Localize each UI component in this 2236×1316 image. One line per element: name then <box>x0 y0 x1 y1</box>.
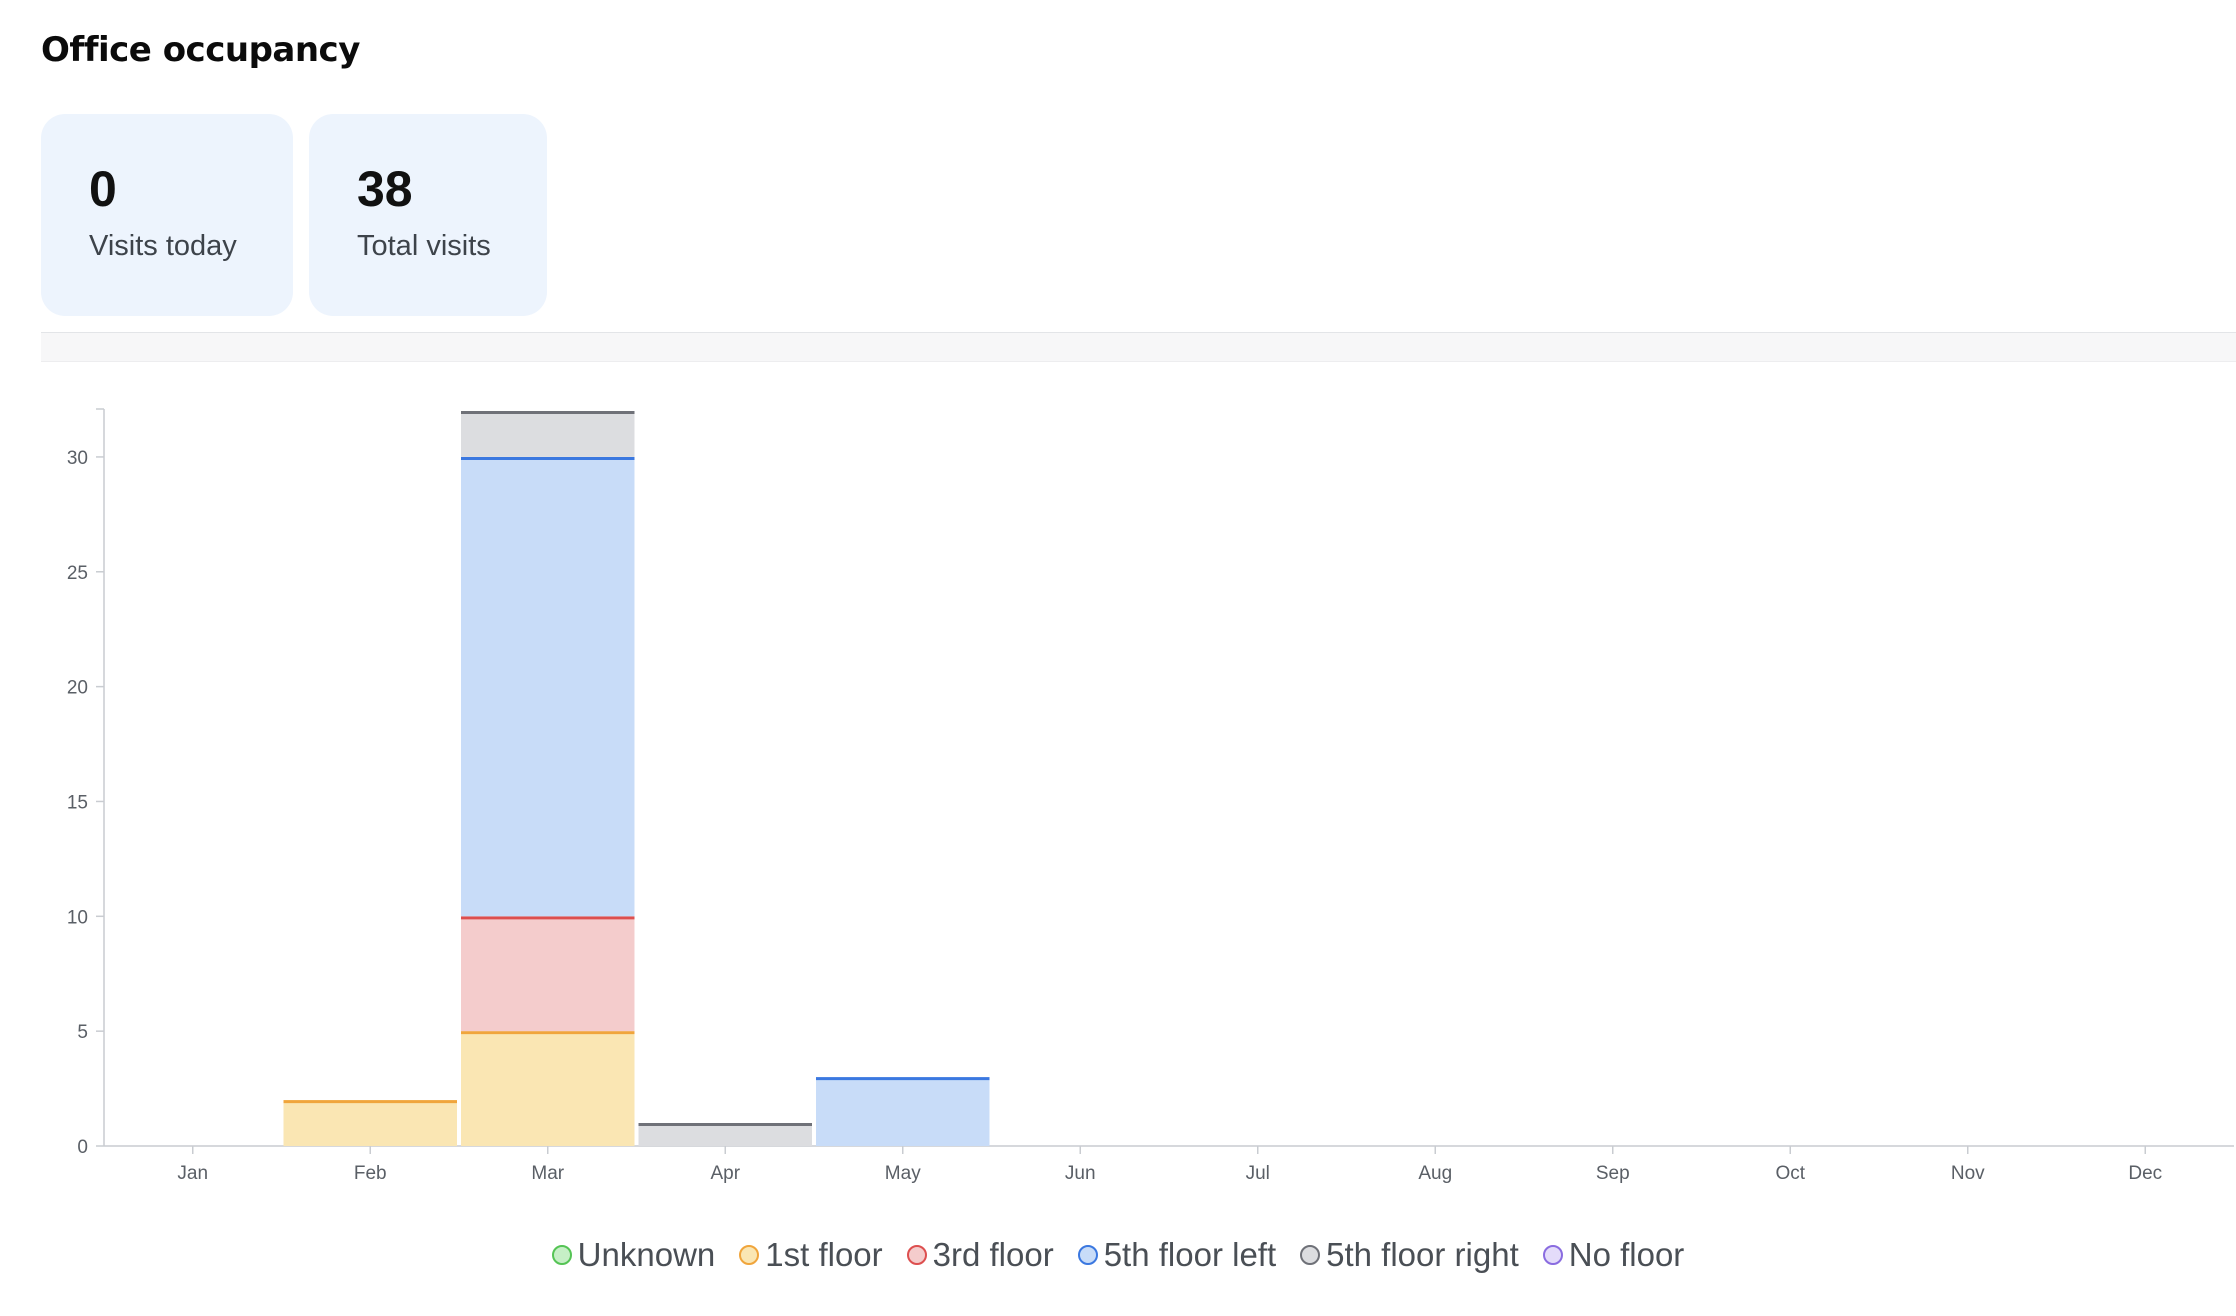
y-tick-label: 30 <box>67 448 88 469</box>
chart-legend: Unknown 1st floor 3rd floor 5th floor left 5… <box>0 1236 2236 1274</box>
bar-segment <box>461 1031 635 1146</box>
chart-toolbar-strip <box>41 332 2236 362</box>
y-tick-label: 0 <box>77 1137 88 1158</box>
stats-row: 0 Visits today 38 Total visits <box>41 114 547 316</box>
x-tick-label: Sep <box>1596 1163 1630 1184</box>
bar-segment <box>461 916 635 1032</box>
legend-item[interactable]: 5th floor left <box>1077 1236 1277 1274</box>
total-visits-card: 38 Total visits <box>309 114 547 316</box>
x-tick-label: May <box>885 1163 921 1184</box>
x-tick-label: Oct <box>1775 1163 1805 1184</box>
visits-today-card: 0 Visits today <box>41 114 293 316</box>
visits-today-value: 0 <box>89 161 117 217</box>
legend-swatch-icon <box>551 1245 572 1265</box>
total-visits-value: 38 <box>357 161 413 217</box>
legend-item[interactable]: Unknown <box>551 1236 716 1274</box>
x-tick-label: Mar <box>531 1163 564 1184</box>
legend-label: No floor <box>1568 1236 1685 1273</box>
legend-item[interactable]: 1st floor <box>739 1236 883 1274</box>
bar-segment <box>461 411 635 457</box>
x-axis: Jan Feb Mar Apr May Jun Jul Aug Sep Oct Nov Dec <box>104 1145 2234 1184</box>
y-axis: 0 5 10 15 20 25 30 <box>67 408 105 1158</box>
x-tick-label: Aug <box>1418 1163 1452 1184</box>
occupancy-chart: 0 5 10 15 20 25 30 Jan Feb Mar Apr May Jun Jul Aug Sep… <box>67 408 2234 1184</box>
legend-item[interactable]: 3rd floor <box>906 1236 1054 1274</box>
legend-swatch-icon <box>1077 1245 1098 1265</box>
legend-item[interactable]: No floor <box>1542 1236 1685 1274</box>
legend-label: 3rd floor <box>932 1236 1054 1273</box>
bar-segment <box>638 1123 812 1146</box>
x-tick-label: Jul <box>1246 1163 1270 1184</box>
bar-segment <box>816 1077 990 1146</box>
legend-label: Unknown <box>577 1236 716 1273</box>
legend-swatch-icon <box>739 1245 760 1265</box>
y-tick-label: 20 <box>67 678 88 699</box>
bar-segment <box>461 456 635 917</box>
x-tick-label: Nov <box>1951 1163 1985 1184</box>
bars <box>283 411 990 1146</box>
y-tick-label: 5 <box>77 1022 88 1043</box>
y-tick-label: 10 <box>67 907 88 928</box>
bar-segment <box>283 1100 457 1146</box>
legend-label: 5th floor left <box>1103 1236 1277 1273</box>
visits-today-label: Visits today <box>89 230 237 262</box>
x-tick-label: Jan <box>177 1163 208 1184</box>
legend-label: 5th floor right <box>1326 1236 1519 1273</box>
total-visits-label: Total visits <box>357 230 491 262</box>
x-tick-label: Dec <box>2128 1163 2162 1184</box>
legend-item[interactable]: 5th floor right <box>1300 1236 1519 1274</box>
y-tick-label: 25 <box>67 563 88 584</box>
page-title: Office occupancy <box>41 30 360 70</box>
legend-label: 1st floor <box>765 1236 883 1273</box>
x-tick-label: Apr <box>710 1163 740 1184</box>
x-tick-label: Feb <box>354 1163 387 1184</box>
x-tick-label: Jun <box>1065 1163 1096 1184</box>
legend-swatch-icon <box>1542 1245 1563 1265</box>
legend-swatch-icon <box>906 1245 927 1265</box>
legend-swatch-icon <box>1300 1245 1321 1265</box>
y-tick-label: 15 <box>67 792 88 813</box>
